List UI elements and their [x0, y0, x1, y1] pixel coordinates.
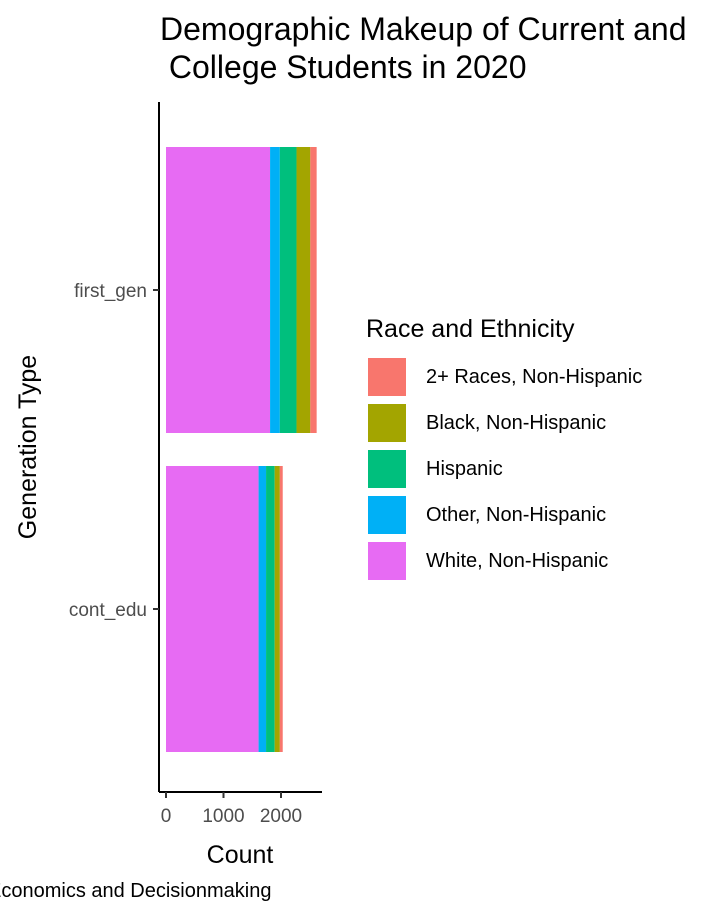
bar-first_gen-white-non-hispanic: [166, 147, 271, 433]
bar-first_gen-black-non-hispanic: [296, 147, 311, 433]
y-tick-label-cont_edu: cont_edu: [69, 600, 147, 621]
legend-title: Race and Ethnicity: [366, 315, 575, 343]
legend-swatch: [366, 494, 408, 536]
bar-cont_edu-white-non-hispanic: [166, 466, 259, 752]
bar-cont_edu-2-races-non-hispanic: [279, 466, 283, 752]
legend-swatch: [366, 402, 408, 444]
bar-cont_edu-hispanic: [266, 466, 275, 752]
legend-label: White, Non-Hispanic: [426, 549, 609, 572]
legend-item: White, Non-Hispanic: [366, 538, 720, 584]
bar-first_gen-hispanic: [279, 147, 297, 433]
legend-label: Other, Non-Hispanic: [426, 503, 607, 526]
legend-swatch: [366, 540, 408, 582]
legend: Race and Ethnicity 2+ Races, Non-Hispani…: [366, 312, 720, 584]
legend-item: Other, Non-Hispanic: [366, 492, 720, 538]
legend-label: 2+ Races, Non-Hispanic: [426, 365, 643, 388]
legend-item: Hispanic: [366, 446, 720, 492]
x-tick-label-0: 0: [161, 806, 172, 827]
x-axis-title: Count: [207, 841, 274, 869]
bar-first_gen-other-non-hispanic: [270, 147, 280, 433]
x-tick-label-1000: 1000: [202, 806, 244, 827]
y-axis-title: Generation Type: [14, 355, 42, 539]
legend-swatch: [366, 356, 408, 398]
legend-label: Black, Non-Hispanic: [426, 411, 607, 434]
x-tick-label-2000: 2000: [260, 806, 302, 827]
bar-cont_edu-black-non-hispanic: [274, 466, 280, 752]
legend-swatch: [366, 448, 408, 490]
bar-cont_edu-other-non-hispanic: [258, 466, 267, 752]
bar-first_gen-2-races-non-hispanic: [310, 147, 317, 433]
legend-item: 2+ Races, Non-Hispanic: [366, 354, 720, 400]
chart-title: Demographic Makeup of Current and Colleg…: [160, 11, 687, 85]
chart-caption: Economics and Decisionmaking: [0, 880, 272, 902]
legend-item: Black, Non-Hispanic: [366, 400, 720, 446]
legend-items: 2+ Races, Non-Hispanic Black, Non-Hispani…: [366, 354, 720, 584]
legend-label: Hispanic: [426, 457, 503, 480]
y-tick-label-first_gen: first_gen: [74, 281, 147, 302]
